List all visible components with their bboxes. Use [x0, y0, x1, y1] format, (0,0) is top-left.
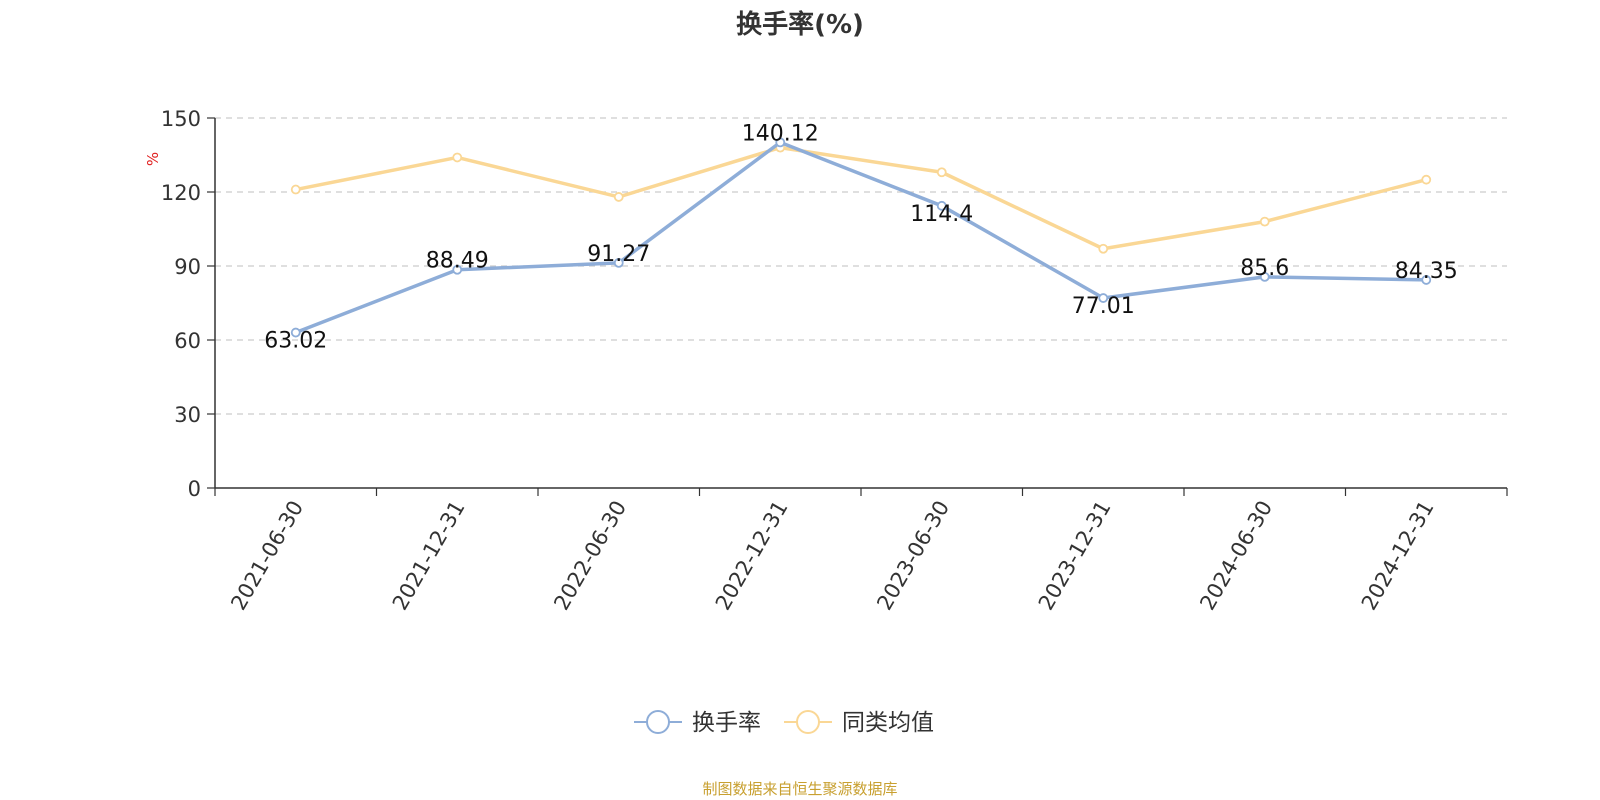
data-label: 140.12: [742, 121, 819, 146]
y-tick-label: 90: [174, 255, 201, 279]
legend-label: 换手率: [692, 710, 761, 736]
series-line-turnover: [295, 140, 1427, 335]
x-tick-label: 2021-12-31: [388, 497, 470, 615]
data-point: [775, 137, 786, 148]
legend-marker-peer-average: [796, 710, 820, 734]
x-tick-label: 2022-06-30: [549, 497, 631, 615]
data-point: [936, 200, 947, 211]
legend-label: 同类均值: [842, 710, 934, 736]
data-label: 114.4: [910, 202, 973, 227]
x-tick-label: 2022-12-31: [711, 497, 793, 615]
y-tick-label: 60: [174, 329, 201, 353]
data-point: [613, 257, 624, 268]
source-note: 制图数据来自恒生聚源数据库: [702, 780, 898, 798]
data-label: 63.02: [264, 329, 327, 354]
data-label: 88.49: [426, 249, 489, 274]
x-tick-label: 2023-12-31: [1034, 497, 1116, 615]
data-point: [452, 152, 463, 163]
data-label: 77.01: [1072, 294, 1135, 319]
y-tick-label: 150: [161, 107, 201, 131]
data-label: 91.27: [587, 242, 650, 267]
data-point: [290, 184, 301, 195]
x-tick-label: 2023-06-30: [872, 497, 954, 615]
data-point: [1098, 293, 1109, 303]
data-point: [1421, 174, 1432, 185]
legend-marker-turnover: [646, 710, 670, 734]
chart-title: 换手率(%): [736, 10, 864, 40]
x-tick-label: 2024-06-30: [1195, 497, 1277, 615]
y-tick-label: 120: [161, 181, 201, 205]
x-tick-label: 2024-12-31: [1357, 497, 1439, 615]
data-label: 85.6: [1240, 256, 1289, 281]
y-tick-label: 30: [174, 403, 201, 427]
data-point: [1259, 271, 1270, 282]
series-line-peer-average: [295, 145, 1427, 251]
data-label: 84.35: [1395, 259, 1458, 284]
data-point: [1421, 275, 1432, 285]
y-axis-label: %: [144, 152, 162, 166]
data-point: [613, 192, 624, 202]
data-point: [290, 327, 301, 338]
data-point: [1098, 243, 1109, 254]
data-point: [1259, 216, 1270, 227]
data-point: [936, 167, 947, 178]
data-point: [452, 264, 463, 275]
y-tick-label: 0: [188, 477, 201, 501]
x-tick-label: 2021-06-30: [226, 497, 308, 615]
